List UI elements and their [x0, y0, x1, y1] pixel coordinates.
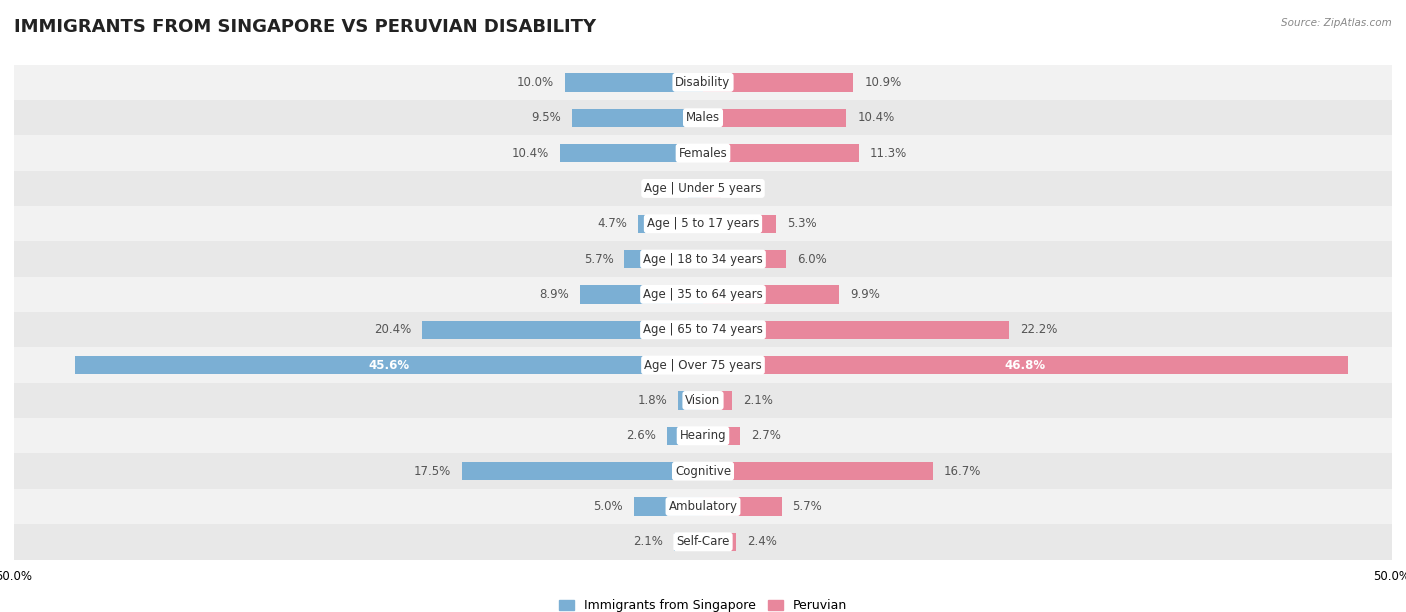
Text: 11.3%: 11.3% [870, 147, 907, 160]
Bar [703, 532, 737, 551]
Bar [14, 206, 1392, 242]
Text: 10.0%: 10.0% [517, 76, 554, 89]
Bar [14, 135, 1392, 171]
Text: Age | Over 75 years: Age | Over 75 years [644, 359, 762, 371]
Bar [688, 179, 703, 198]
Text: 4.7%: 4.7% [598, 217, 627, 230]
Bar [703, 179, 721, 198]
Bar [572, 108, 703, 127]
Bar [703, 73, 853, 92]
Text: 2.1%: 2.1% [742, 394, 773, 407]
Bar [560, 144, 703, 162]
Text: 20.4%: 20.4% [374, 323, 411, 336]
Text: Hearing: Hearing [679, 429, 727, 442]
Bar [14, 65, 1392, 100]
Bar [678, 391, 703, 409]
Text: Disability: Disability [675, 76, 731, 89]
Bar [668, 427, 703, 445]
Text: 9.5%: 9.5% [531, 111, 561, 124]
Bar [565, 73, 703, 92]
Text: 1.3%: 1.3% [733, 182, 762, 195]
Text: 5.7%: 5.7% [583, 253, 613, 266]
Text: 9.9%: 9.9% [851, 288, 880, 301]
Bar [581, 285, 703, 304]
Bar [703, 462, 934, 480]
Text: Cognitive: Cognitive [675, 465, 731, 477]
Text: 22.2%: 22.2% [1019, 323, 1057, 336]
Bar [14, 242, 1392, 277]
Text: 2.4%: 2.4% [747, 536, 778, 548]
Text: Source: ZipAtlas.com: Source: ZipAtlas.com [1281, 18, 1392, 28]
Bar [14, 277, 1392, 312]
Text: 2.6%: 2.6% [626, 429, 657, 442]
Bar [703, 108, 846, 127]
Bar [14, 171, 1392, 206]
Text: 6.0%: 6.0% [797, 253, 827, 266]
Text: 5.3%: 5.3% [787, 217, 817, 230]
Text: Age | 5 to 17 years: Age | 5 to 17 years [647, 217, 759, 230]
Text: 10.9%: 10.9% [865, 76, 901, 89]
Bar [14, 348, 1392, 382]
Bar [703, 144, 859, 162]
Text: IMMIGRANTS FROM SINGAPORE VS PERUVIAN DISABILITY: IMMIGRANTS FROM SINGAPORE VS PERUVIAN DI… [14, 18, 596, 36]
Bar [703, 498, 782, 516]
Bar [14, 312, 1392, 348]
Bar [14, 453, 1392, 489]
Bar [634, 498, 703, 516]
Text: 46.8%: 46.8% [1005, 359, 1046, 371]
Bar [703, 427, 740, 445]
Text: 1.8%: 1.8% [637, 394, 668, 407]
Text: Vision: Vision [685, 394, 721, 407]
Bar [14, 418, 1392, 453]
Bar [422, 321, 703, 339]
Text: 2.1%: 2.1% [633, 536, 664, 548]
Bar [703, 391, 733, 409]
Text: Self-Care: Self-Care [676, 536, 730, 548]
Text: Age | Under 5 years: Age | Under 5 years [644, 182, 762, 195]
Bar [703, 215, 776, 233]
Text: 2.7%: 2.7% [751, 429, 782, 442]
Text: 17.5%: 17.5% [413, 465, 451, 477]
Bar [14, 382, 1392, 418]
Legend: Immigrants from Singapore, Peruvian: Immigrants from Singapore, Peruvian [554, 594, 852, 612]
Text: 10.4%: 10.4% [858, 111, 894, 124]
Text: Ambulatory: Ambulatory [668, 500, 738, 513]
Text: Age | 35 to 64 years: Age | 35 to 64 years [643, 288, 763, 301]
Text: 16.7%: 16.7% [945, 465, 981, 477]
Text: 45.6%: 45.6% [368, 359, 409, 371]
Text: 5.0%: 5.0% [593, 500, 623, 513]
Bar [703, 285, 839, 304]
Text: Age | 65 to 74 years: Age | 65 to 74 years [643, 323, 763, 336]
Text: 5.7%: 5.7% [793, 500, 823, 513]
Text: Females: Females [679, 147, 727, 160]
Bar [624, 250, 703, 268]
Text: 1.1%: 1.1% [647, 182, 676, 195]
Bar [703, 321, 1010, 339]
Text: Age | 18 to 34 years: Age | 18 to 34 years [643, 253, 763, 266]
Bar [703, 250, 786, 268]
Bar [638, 215, 703, 233]
Text: 8.9%: 8.9% [540, 288, 569, 301]
Text: 10.4%: 10.4% [512, 147, 548, 160]
Bar [703, 356, 1348, 375]
Bar [14, 524, 1392, 559]
Bar [673, 532, 703, 551]
Bar [75, 356, 703, 375]
Bar [461, 462, 703, 480]
Bar [14, 489, 1392, 524]
Bar [14, 100, 1392, 135]
Text: Males: Males [686, 111, 720, 124]
